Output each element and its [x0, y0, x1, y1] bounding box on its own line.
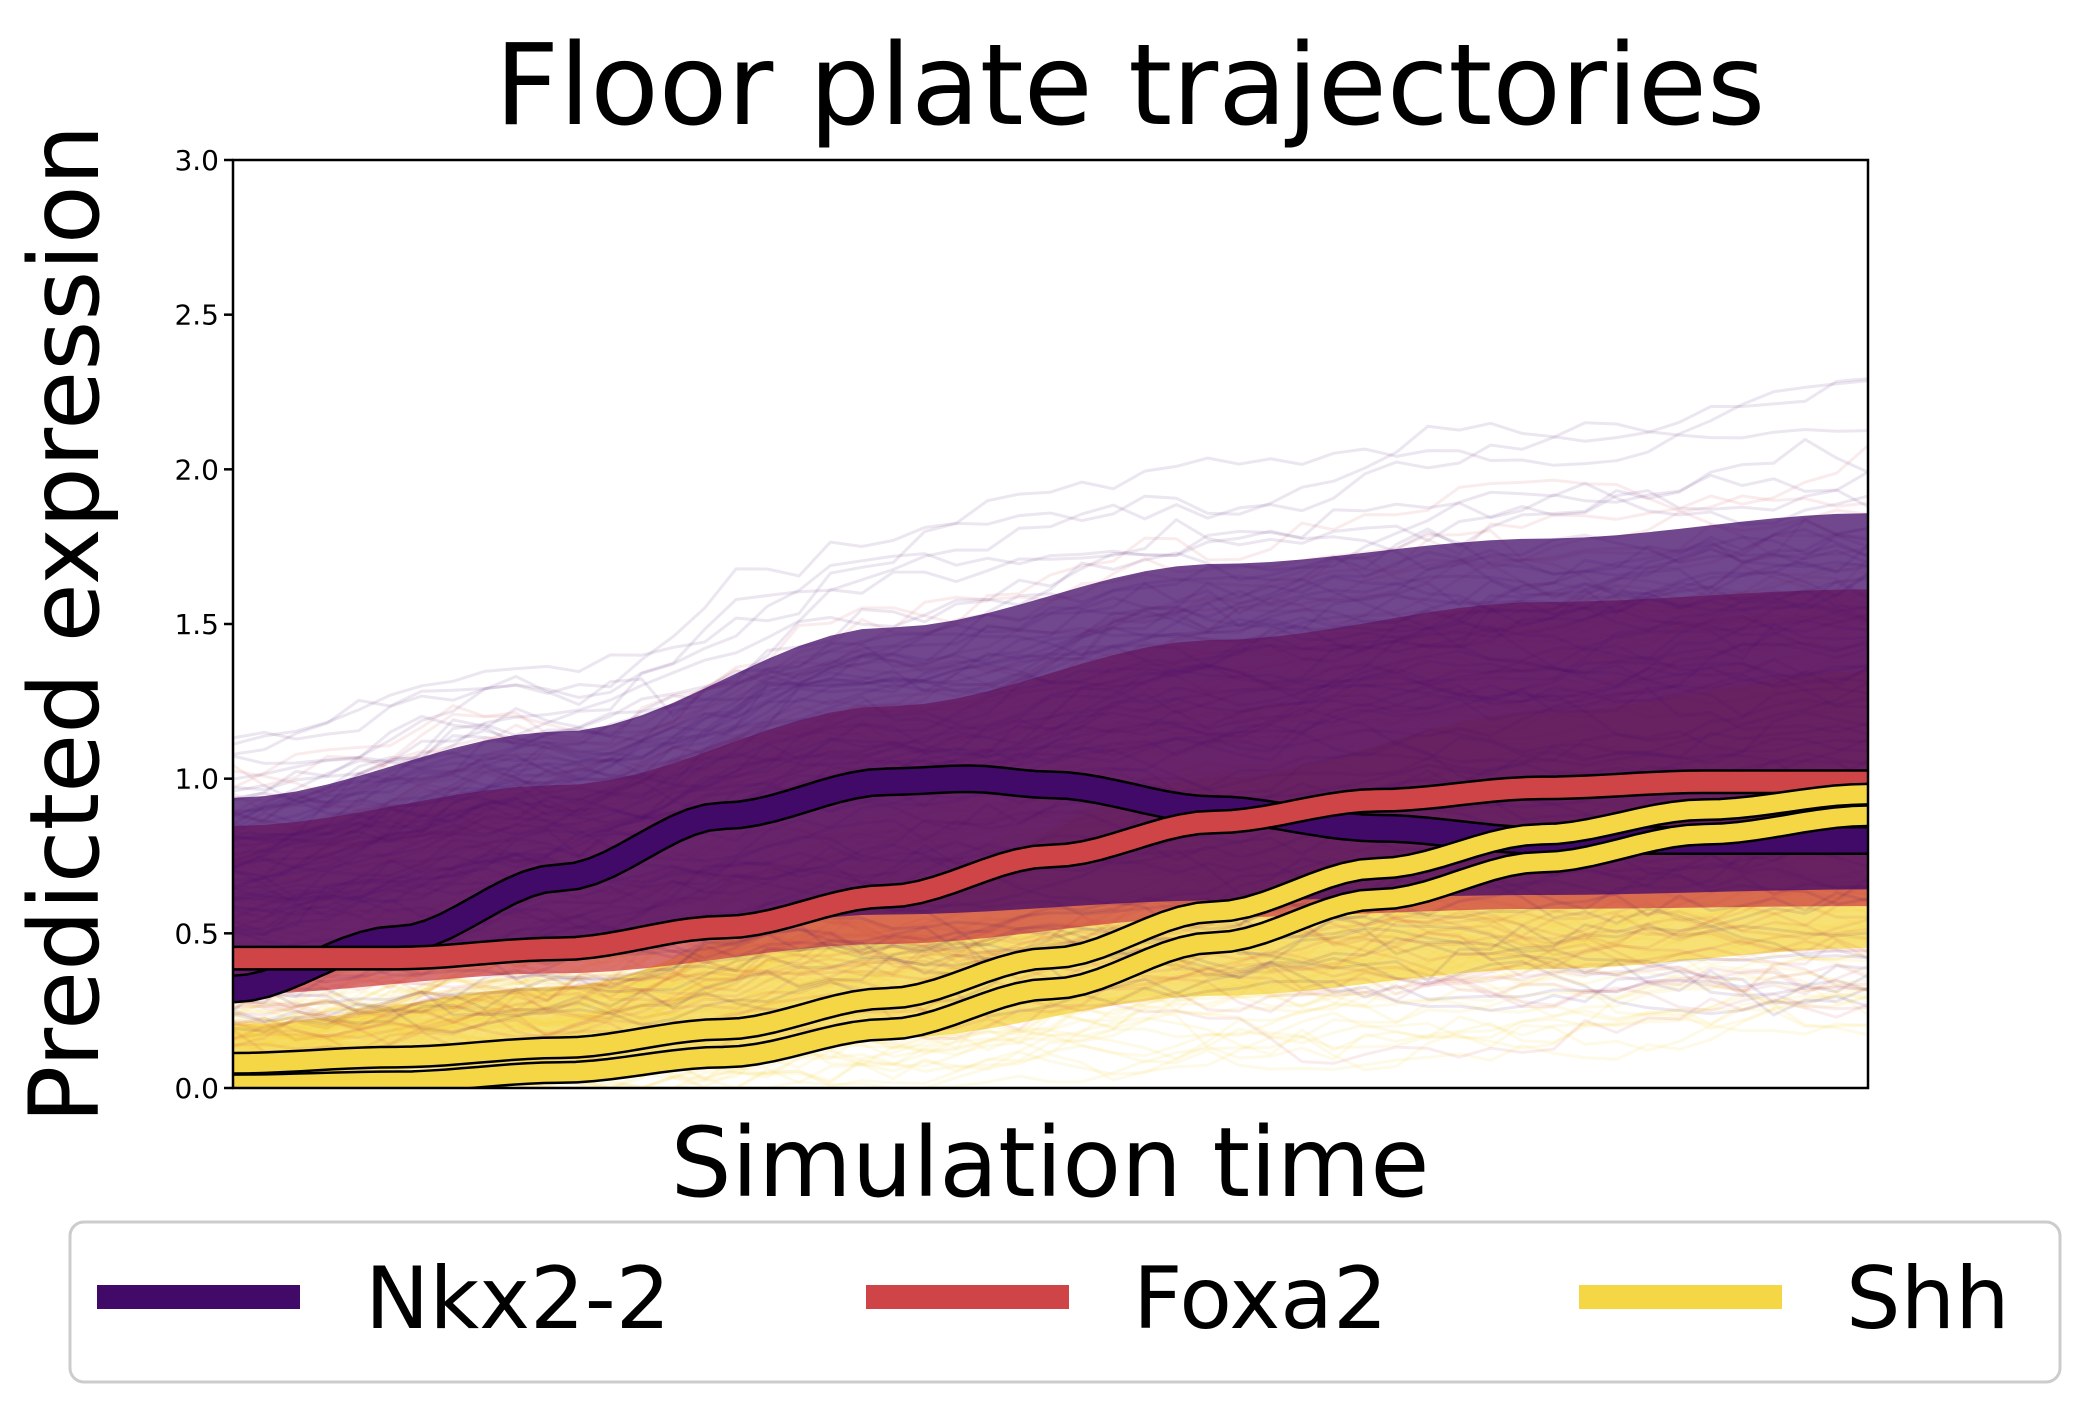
trajectory-line	[233, 533, 1868, 824]
trajectory-line	[233, 618, 1868, 900]
mean-curves	[233, 764, 1868, 1088]
legend-label-shh: Shh	[1846, 1249, 2010, 1349]
trajectory-line	[233, 379, 1868, 741]
trajectory-line	[233, 544, 1868, 842]
trajectory-line	[233, 936, 1868, 1042]
trajectory-line	[233, 421, 1868, 756]
trajectory-line	[233, 377, 1868, 746]
trajectory-line	[233, 570, 1868, 843]
trajectory-line	[233, 952, 1868, 1088]
trajectory-line	[233, 876, 1868, 1016]
trajectory-line	[233, 481, 1868, 802]
trajectory-line	[233, 534, 1868, 827]
trajectory-line	[233, 964, 1868, 1040]
legend-label-foxa2: Foxa2	[1133, 1249, 1388, 1349]
trajectory-line	[233, 518, 1868, 819]
trajectory-line	[233, 473, 1868, 804]
trajectory-line	[233, 437, 1868, 792]
y-tick-label: 2.0	[174, 453, 219, 486]
trajectory-line	[233, 655, 1868, 882]
trajectory-line	[233, 622, 1868, 869]
trajectory-bundle-nkx2-2	[233, 377, 1868, 1034]
trajectory-line	[233, 572, 1868, 837]
trajectory-line	[233, 641, 1868, 888]
trajectory-line	[233, 960, 1868, 1027]
trajectory-line	[233, 635, 1868, 870]
trajectory-line	[233, 529, 1868, 831]
trajectory-line	[233, 666, 1868, 891]
y-axis: 0.0 0.5 1.0 1.5 2.0 2.5 3.0	[174, 144, 233, 1105]
y-tick-label: 3.0	[174, 144, 219, 177]
trajectory-line	[233, 528, 1868, 842]
trajectory-line	[233, 602, 1868, 825]
chart-title: Floor plate trajectories	[495, 21, 1766, 151]
mean-curve-shh	[233, 806, 1868, 1088]
trajectory-line	[233, 939, 1868, 1041]
trajectory-line	[233, 683, 1868, 873]
mean-curve-foxa2	[233, 771, 1868, 969]
y-tick-label: 1.0	[174, 763, 219, 796]
mean-curve-nkx2-2	[233, 766, 1868, 1001]
trajectory-line	[233, 992, 1868, 1088]
trajectory-line	[233, 745, 1868, 920]
trajectory-line	[233, 641, 1868, 919]
trajectory-line	[233, 995, 1868, 1088]
trajectory-line	[233, 470, 1868, 765]
trajectory-line	[233, 660, 1868, 903]
trajectory-line	[233, 904, 1868, 1039]
trajectory-line	[233, 607, 1868, 855]
trajectory-line	[233, 547, 1868, 829]
y-tick-label: 0.0	[174, 1072, 219, 1105]
trajectory-line	[233, 738, 1868, 921]
trajectory-line	[233, 972, 1868, 1073]
y-tick-label: 2.5	[174, 299, 219, 332]
trajectory-line	[233, 580, 1868, 841]
trajectory-line	[233, 596, 1868, 834]
trajectory-line	[233, 629, 1868, 870]
trajectory-line	[233, 581, 1868, 816]
trajectory-line	[233, 688, 1868, 901]
trajectory-line	[233, 659, 1868, 863]
trajectory-line	[233, 897, 1868, 1028]
trajectory-line	[233, 724, 1868, 916]
mean-curve-shh	[233, 785, 1868, 1073]
y-axis-label: Predicted expression	[9, 125, 121, 1124]
y-tick-label: 0.5	[174, 917, 219, 950]
trajectory-line	[233, 920, 1868, 1017]
trajectory-line	[233, 859, 1868, 1034]
trajectory-line	[233, 668, 1868, 890]
legend-label-nkx2-2: Nkx2-2	[365, 1249, 671, 1349]
trajectory-line	[233, 1022, 1868, 1088]
trajectory-line	[233, 661, 1868, 886]
trajectory-line	[233, 985, 1868, 1084]
legend: Nkx2-2 Foxa2 Shh	[68, 1220, 2062, 1384]
trajectory-line	[233, 527, 1868, 781]
trajectory-line	[233, 990, 1868, 1088]
trajectory-line	[233, 577, 1868, 813]
trajectory-line	[233, 688, 1868, 902]
y-tick-label: 1.5	[174, 608, 219, 641]
x-axis-label: Simulation time	[671, 1107, 1430, 1219]
trajectory-line	[233, 535, 1868, 849]
trajectory-line	[233, 613, 1868, 878]
